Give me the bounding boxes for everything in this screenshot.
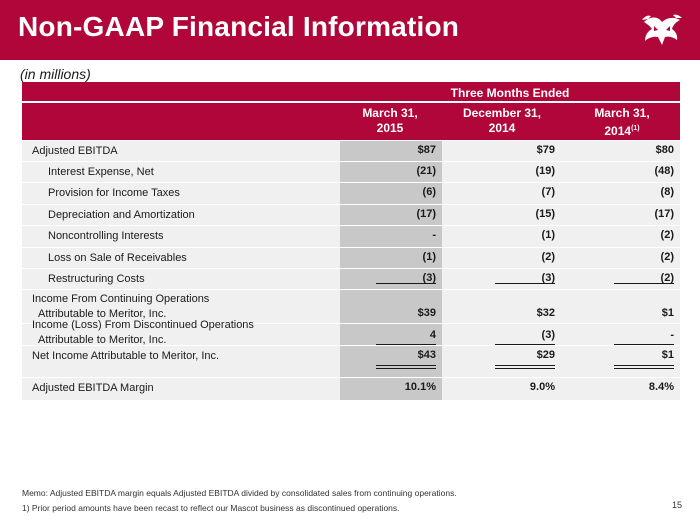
- cell-value: (15): [535, 208, 555, 220]
- cell-value: $87: [417, 144, 436, 156]
- cell-value: $43: [417, 349, 436, 361]
- row-label: Income From Continuing Operations Attrib…: [32, 293, 210, 320]
- cell-value: (7): [541, 186, 555, 198]
- cell-value: 10.1%: [404, 381, 436, 393]
- cell-value: $79: [536, 144, 555, 156]
- subtotal-rule: [495, 344, 555, 345]
- subtotal-rule: [614, 283, 674, 284]
- row-label: Income (Loss) From Discontinued Operatio…: [32, 319, 254, 346]
- bull-logo-icon: [642, 14, 682, 45]
- cell-value: -: [432, 229, 436, 241]
- column-header-band: [22, 103, 680, 140]
- row-label: Adjusted EBITDA: [32, 145, 118, 157]
- cell-value: (19): [535, 165, 555, 177]
- row-label: Provision for Income Taxes: [48, 187, 180, 199]
- total-double-rule: [376, 365, 436, 369]
- cell-value: (17): [416, 208, 436, 220]
- row-label: Interest Expense, Net: [48, 166, 154, 178]
- table-row: Interest Expense, Net (21) (19) (48): [22, 161, 680, 182]
- subtotal-rule: [614, 344, 674, 345]
- current-period-column-bg: [340, 140, 442, 400]
- page-number: 15: [672, 500, 683, 510]
- cell-value: (48): [654, 165, 674, 177]
- cell-value: (6): [422, 186, 436, 198]
- column-header: March 31, 2014(1): [594, 106, 650, 138]
- total-double-rule: [614, 365, 674, 369]
- cell-value: (2): [660, 251, 674, 263]
- cell-value: $1: [661, 349, 674, 361]
- cell-value: 4: [429, 329, 436, 341]
- cell-value: $29: [536, 349, 555, 361]
- cell-value: (17): [654, 208, 674, 220]
- cell-value: (3): [422, 272, 436, 284]
- row-label: Restructuring Costs: [48, 273, 145, 285]
- table-row: Adjusted EBITDA $87 $79 $80: [22, 140, 680, 161]
- table-row: Loss on Sale of Receivables (1) (2) (2): [22, 247, 680, 268]
- row-label: Adjusted EBITDA Margin: [32, 382, 154, 394]
- cell-value: (1): [541, 229, 555, 241]
- total-double-rule: [495, 365, 555, 369]
- subtotal-rule: [376, 344, 436, 345]
- subtotal-rule: [376, 283, 436, 284]
- table-row: Depreciation and Amortization (17) (15) …: [22, 204, 680, 225]
- label-column-bg: [22, 140, 340, 400]
- prior-year-column-bg: [561, 140, 680, 400]
- cell-value: (3): [541, 272, 555, 284]
- cell-value: (2): [660, 229, 674, 241]
- cell-value: (3): [541, 329, 555, 341]
- cell-value: $1: [661, 307, 674, 319]
- cell-value: 9.0%: [529, 381, 555, 393]
- cell-value: (2): [541, 251, 555, 263]
- financial-table: Three Months Ended March 31, 2015 Decemb…: [22, 82, 680, 400]
- row-label: Noncontrolling Interests: [48, 230, 164, 242]
- table-row: Net Income Attributable to Meritor, Inc.…: [22, 345, 680, 366]
- cell-value: (2): [660, 272, 674, 284]
- table-row: Restructuring Costs (3) (3) (2): [22, 268, 680, 289]
- row-label: Depreciation and Amortization: [48, 209, 195, 221]
- column-header: December 31, 2014: [462, 106, 542, 135]
- cell-value: (8): [660, 186, 674, 198]
- page-title: Non-GAAP Financial Information: [18, 11, 460, 42]
- group-header: Three Months Ended: [450, 86, 570, 100]
- table-row: Income (Loss) From Discontinued Operatio…: [22, 319, 680, 346]
- cell-value: (21): [416, 165, 436, 177]
- footnote-marker: (1): [631, 125, 640, 132]
- row-label: Loss on Sale of Receivables: [48, 252, 187, 264]
- table-row: Noncontrolling Interests - (1) (2): [22, 225, 680, 247]
- cell-value: 8.4%: [648, 381, 674, 393]
- cell-value: $32: [536, 307, 555, 319]
- header-bar: Non-GAAP Financial Information: [0, 0, 700, 60]
- cell-value: $80: [655, 144, 674, 156]
- prior-quarter-column-bg: [442, 140, 561, 400]
- footer-memo: Memo: Adjusted EBITDA margin equals Adju…: [22, 488, 457, 498]
- footnote: 1) Prior period amounts have been recast…: [22, 503, 400, 513]
- cell-value: (1): [422, 251, 436, 263]
- units-caption: (in millions): [20, 66, 91, 82]
- cell-value: -: [670, 329, 674, 341]
- table-row: Provision for Income Taxes (6) (7) (8): [22, 182, 680, 204]
- column-header: March 31, 2015: [362, 106, 418, 135]
- subtotal-rule: [495, 283, 555, 284]
- group-header-band: Three Months Ended: [22, 82, 680, 102]
- table-row: Adjusted EBITDA Margin 10.1% 9.0% 8.4%: [22, 377, 680, 400]
- row-label: Net Income Attributable to Meritor, Inc.: [32, 350, 220, 362]
- cell-value: $39: [417, 307, 436, 319]
- table-row: Income From Continuing Operations Attrib…: [22, 289, 680, 323]
